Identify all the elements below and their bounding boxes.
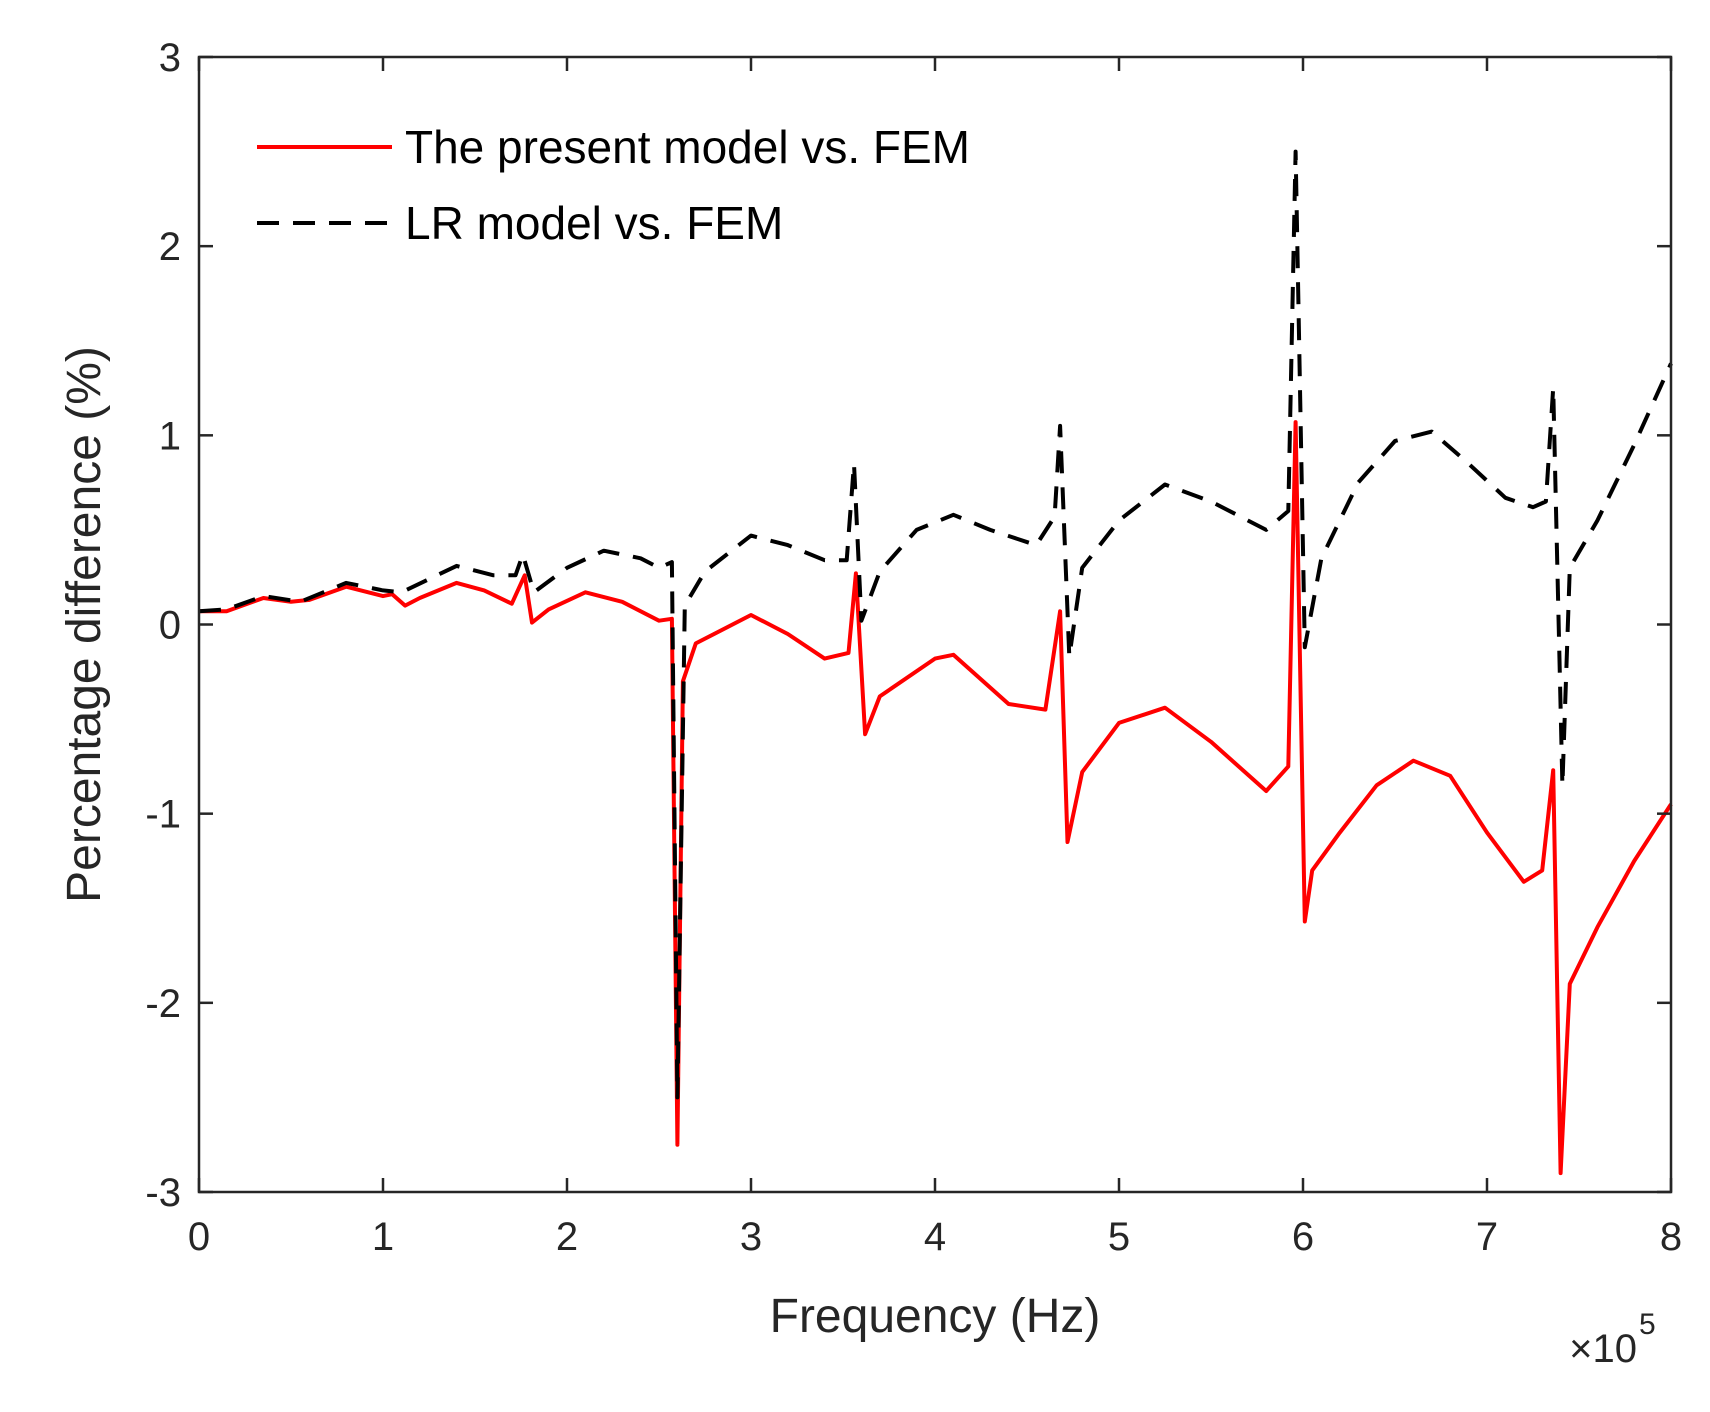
- y-tick-label: -1: [145, 793, 181, 837]
- x-multiplier-base: ×10: [1569, 1327, 1637, 1371]
- y-tick-label: 0: [159, 604, 181, 648]
- y-axis-title: Percentage difference (%): [58, 346, 111, 903]
- tick-layer: 0 1 2 3 4 5 6 7 8 -3 -2 -1 0 1 2 3: [145, 36, 1682, 1259]
- x-tick-label: 5: [1108, 1215, 1130, 1259]
- legend-label-2: LR model vs. FEM: [405, 197, 783, 249]
- x-tick-label: 6: [1292, 1215, 1314, 1259]
- y-tick-label: 1: [159, 414, 181, 458]
- legend-label-1: The present model vs. FEM: [405, 121, 970, 173]
- x-tick-label: 8: [1660, 1215, 1682, 1259]
- y-tick-label: -2: [145, 982, 181, 1026]
- x-tick-label: 3: [740, 1215, 762, 1259]
- x-axis-title: Frequency (Hz): [770, 1290, 1101, 1343]
- legend: The present model vs. FEM LR model vs. FE…: [257, 121, 970, 249]
- y-tick-label: 3: [159, 36, 181, 80]
- x-tick-label: 2: [556, 1215, 578, 1259]
- x-multiplier-exponent: 5: [1639, 1308, 1656, 1341]
- x-axis-multiplier: ×10 5: [1569, 1308, 1656, 1371]
- x-tick-label: 1: [372, 1215, 394, 1259]
- series-line-1: [199, 420, 1673, 1176]
- series-layer: [198, 149, 1673, 1176]
- x-tick-label: 7: [1476, 1215, 1498, 1259]
- x-tick-label: 0: [188, 1215, 210, 1259]
- y-tick-label: -3: [145, 1171, 181, 1215]
- series-line-2: [198, 149, 1673, 1100]
- x-tick-label: 4: [924, 1215, 946, 1259]
- y-tick-label: 2: [159, 225, 181, 269]
